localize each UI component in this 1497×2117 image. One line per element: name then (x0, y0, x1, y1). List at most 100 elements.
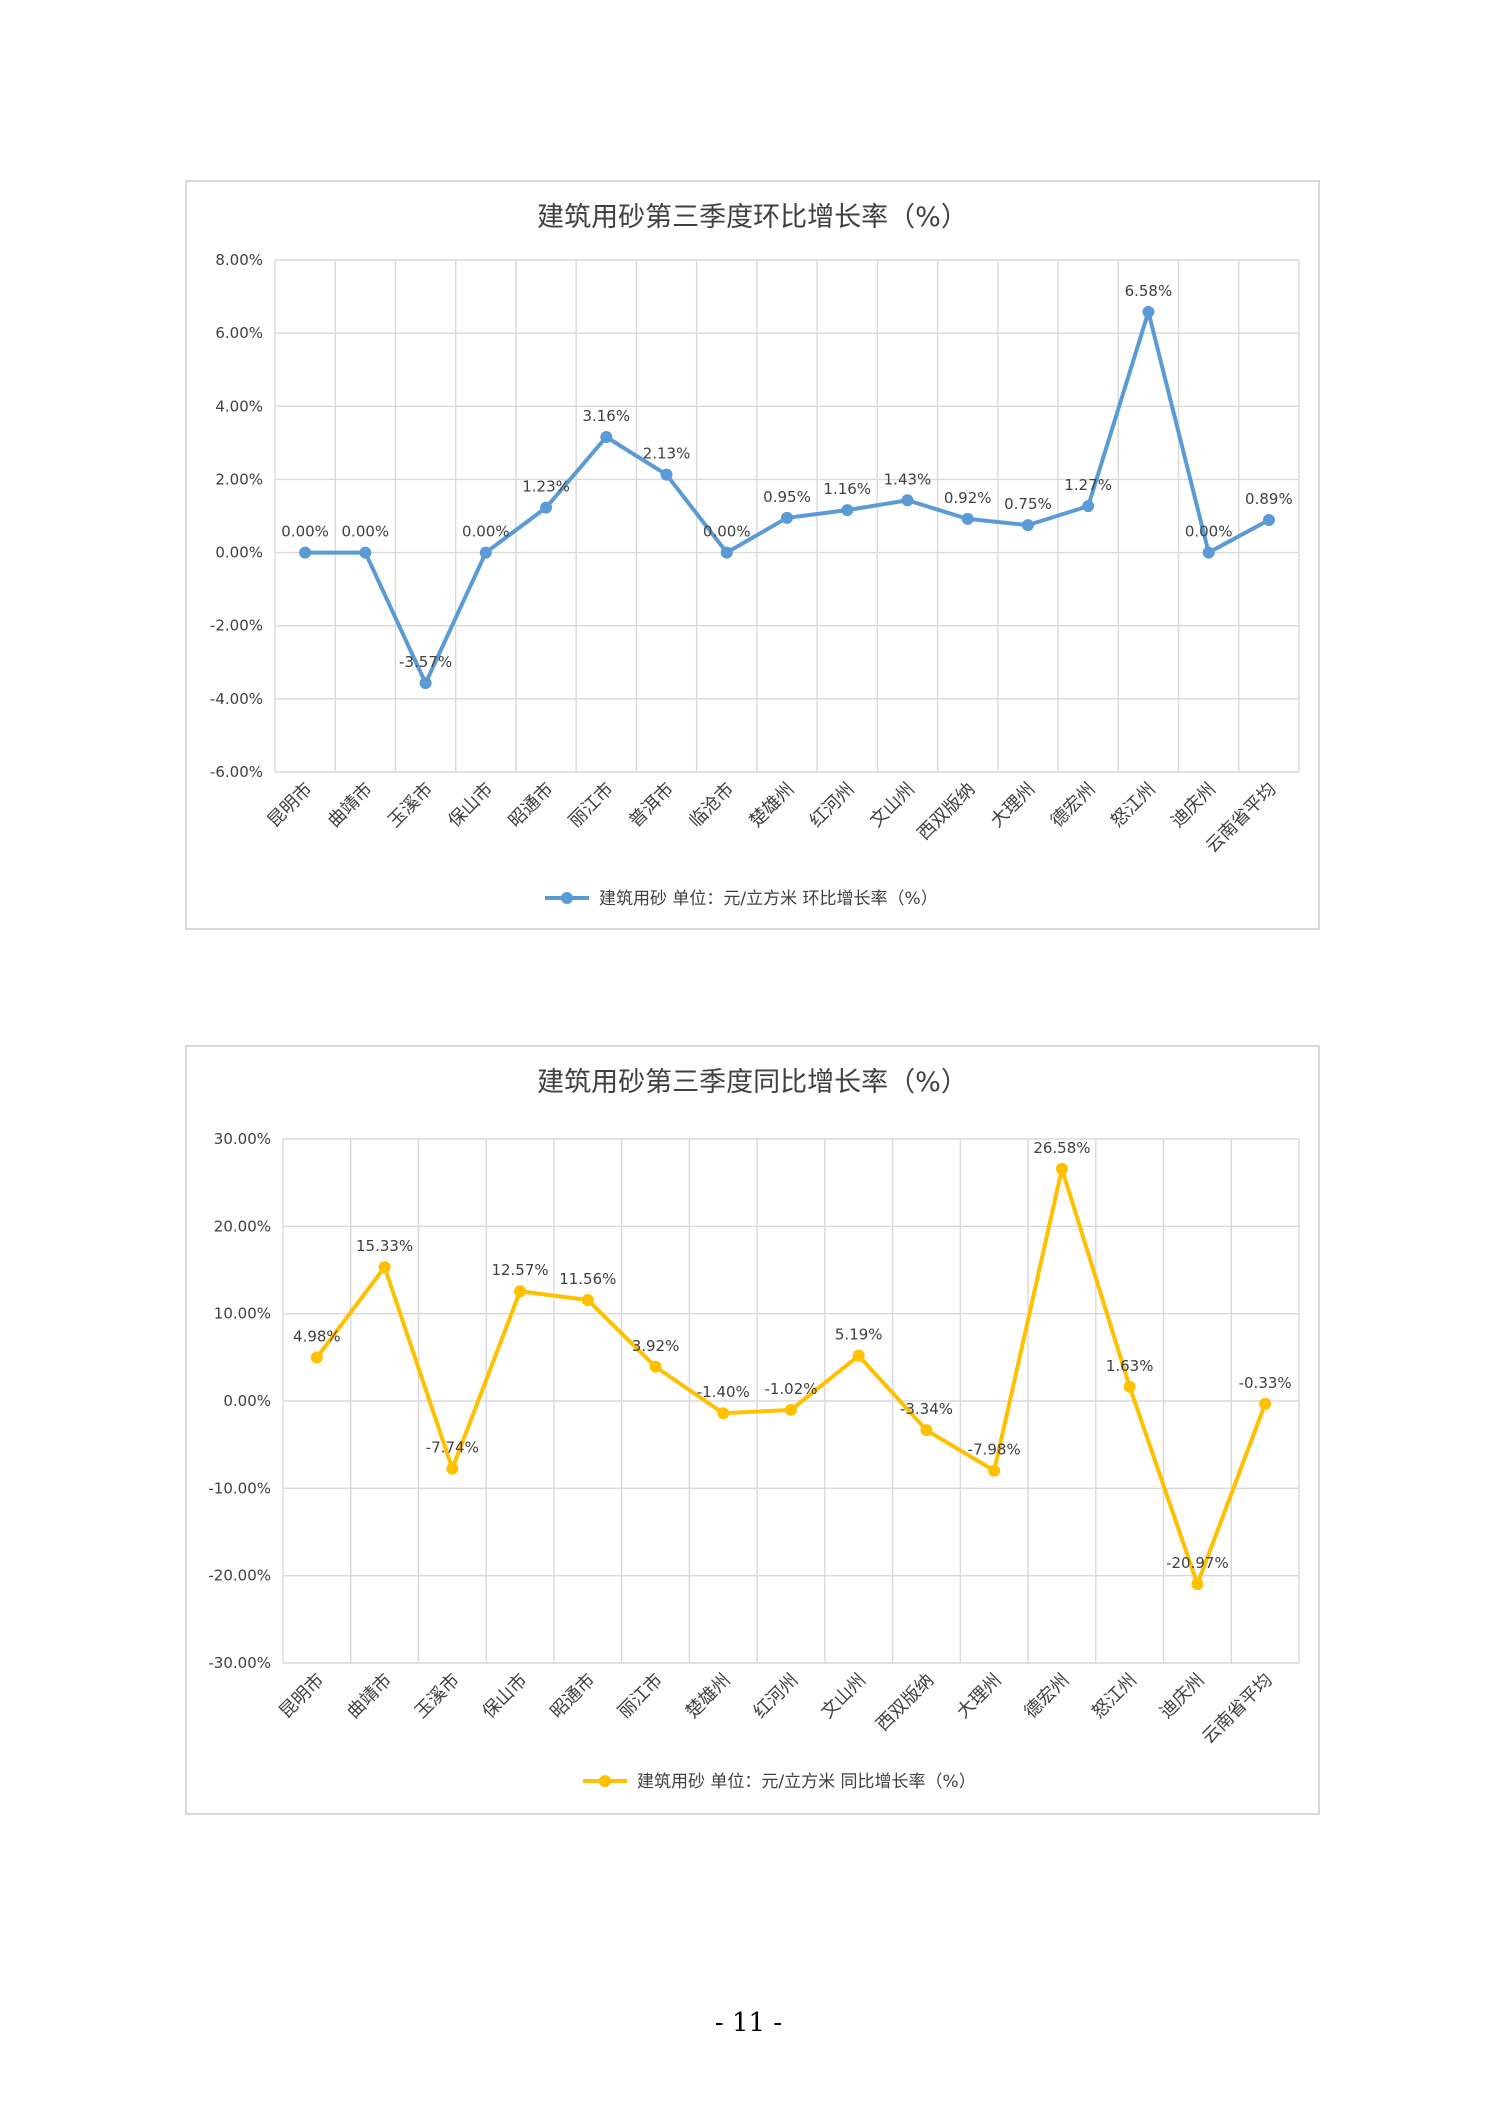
y-tick-label: 0.00% (215, 544, 263, 562)
data-label: 0.00% (1185, 523, 1233, 541)
chart-qoq-growth: 建筑用砂第三季度环比增长率（%） -6.00% -4.00% -2.00% 0.00% 2… (185, 180, 1320, 930)
data-point (1055, 1162, 1068, 1175)
x-tick-label: 德宏州 (1047, 779, 1100, 832)
legend-label: 建筑用砂 单位：元/立方米 环比增长率（%） (599, 889, 938, 909)
data-point (1123, 1380, 1136, 1393)
data-label: 1.23% (522, 478, 570, 496)
page-number: - 11 - (714, 2008, 783, 2038)
data-point (299, 546, 312, 559)
data-label: 3.92% (632, 1337, 680, 1355)
data-point (901, 494, 914, 507)
x-tick-label: 普洱市 (625, 779, 678, 832)
data-label: 1.27% (1064, 476, 1112, 494)
data-label: -0.33% (1239, 1374, 1292, 1392)
data-point (600, 431, 613, 444)
x-tick-label: 曲靖市 (343, 1670, 396, 1723)
y-tick-label: -6.00% (210, 763, 263, 781)
data-point (717, 1407, 730, 1420)
y-tick-label: 6.00% (215, 324, 263, 342)
data-point (1142, 305, 1155, 318)
data-point (378, 1261, 391, 1274)
data-point (720, 546, 733, 559)
data-point (988, 1464, 1001, 1477)
x-tick-label: 昭通市 (546, 1670, 599, 1723)
data-label: 0.75% (1004, 495, 1052, 513)
data-label: 0.00% (281, 523, 329, 541)
data-label: -1.40% (697, 1383, 750, 1401)
legend-marker (599, 1775, 611, 1787)
data-point (920, 1424, 933, 1437)
data-point (785, 1403, 797, 1416)
data-point (1082, 500, 1095, 513)
chart-qoq-svg: 建筑用砂第三季度环比增长率（%） -6.00% -4.00% -2.00% 0.00% 2… (210, 202, 1300, 909)
data-label: 26.58% (1033, 1139, 1090, 1157)
x-tick-label: 楚雄州 (746, 779, 799, 832)
data-label: 1.16% (823, 480, 871, 498)
data-label: 15.33% (356, 1237, 413, 1255)
data-point (961, 512, 974, 525)
data-label: 4.98% (293, 1328, 341, 1346)
data-point (419, 677, 432, 690)
y-tick-label: -20.00% (208, 1567, 271, 1585)
data-label: 0.95% (763, 488, 811, 506)
y-tick-label: -4.00% (210, 690, 263, 708)
data-point (1262, 514, 1275, 527)
y-tick-label: 4.00% (215, 397, 263, 415)
data-point (781, 511, 793, 524)
x-tick-label: 迪庆州 (1156, 1670, 1209, 1723)
x-tick-label: 德宏州 (1020, 1670, 1073, 1723)
data-point (660, 468, 673, 481)
data-label: -3.57% (399, 653, 452, 671)
data-label: -1.02% (764, 1380, 817, 1398)
legend-label: 建筑用砂 单位：元/立方米 同比增长率（%） (637, 1772, 976, 1792)
data-label: 0.00% (462, 523, 510, 541)
data-label: 1.43% (884, 470, 932, 488)
data-label: 6.58% (1125, 282, 1173, 300)
x-tick-label: 玉溪市 (384, 779, 437, 832)
x-tick-label: 玉溪市 (411, 1670, 464, 1723)
data-label: 5.19% (835, 1326, 883, 1344)
x-tick-label: 红河州 (750, 1670, 803, 1723)
x-tick-label: 曲靖市 (324, 779, 377, 832)
x-tick-label: 文山州 (866, 779, 919, 832)
chart-title: 建筑用砂第三季度同比增长率（%） (537, 1067, 968, 1098)
data-point (514, 1285, 527, 1298)
data-label: 1.63% (1106, 1357, 1154, 1375)
y-tick-label: 20.00% (214, 1217, 271, 1235)
x-tick-label: 昆明市 (264, 779, 317, 832)
chart-title: 建筑用砂第三季度环比增长率（%） (537, 202, 968, 233)
x-tick-label: 丽江市 (614, 1670, 667, 1723)
x-tick-label: 迪庆州 (1167, 779, 1220, 832)
data-point (540, 501, 553, 514)
data-point (852, 1349, 865, 1362)
data-point (1021, 519, 1034, 532)
x-tick-label: 昆明市 (275, 1670, 328, 1723)
data-label: -7.74% (426, 1439, 479, 1457)
data-label: 2.13% (643, 445, 691, 463)
data-point (1191, 1578, 1204, 1591)
chart-yoy-growth: 建筑用砂第三季度同比增长率（%） -30.00% -20.00% -10.00% 0.0… (185, 1045, 1320, 1815)
data-label: 3.16% (582, 407, 630, 425)
chart-yoy-svg: 建筑用砂第三季度同比增长率（%） -30.00% -20.00% -10.00% 0.0… (208, 1067, 1300, 1792)
data-point (310, 1351, 323, 1364)
data-point (479, 546, 492, 559)
data-point (359, 546, 372, 559)
data-point (446, 1462, 459, 1475)
data-label: 11.56% (559, 1270, 616, 1288)
y-tick-label: 2.00% (215, 470, 263, 488)
legend-marker (561, 892, 573, 904)
data-point (1259, 1397, 1272, 1410)
y-tick-label: 10.00% (214, 1305, 271, 1323)
x-tick-label: 大理州 (986, 779, 1039, 832)
y-tick-label: -2.00% (210, 617, 263, 635)
x-tick-label: 西双版纳 (913, 779, 979, 845)
data-label: -20.97% (1166, 1554, 1229, 1572)
y-tick-label: 0.00% (223, 1392, 271, 1410)
data-label: 0.92% (944, 489, 992, 507)
x-tick-label: 楚雄州 (682, 1670, 735, 1723)
data-point (1202, 546, 1215, 559)
x-tick-label: 保山市 (479, 1670, 532, 1723)
data-point (841, 504, 854, 517)
x-tick-label: 昭通市 (505, 779, 558, 832)
x-tick-label: 文山州 (817, 1670, 870, 1723)
